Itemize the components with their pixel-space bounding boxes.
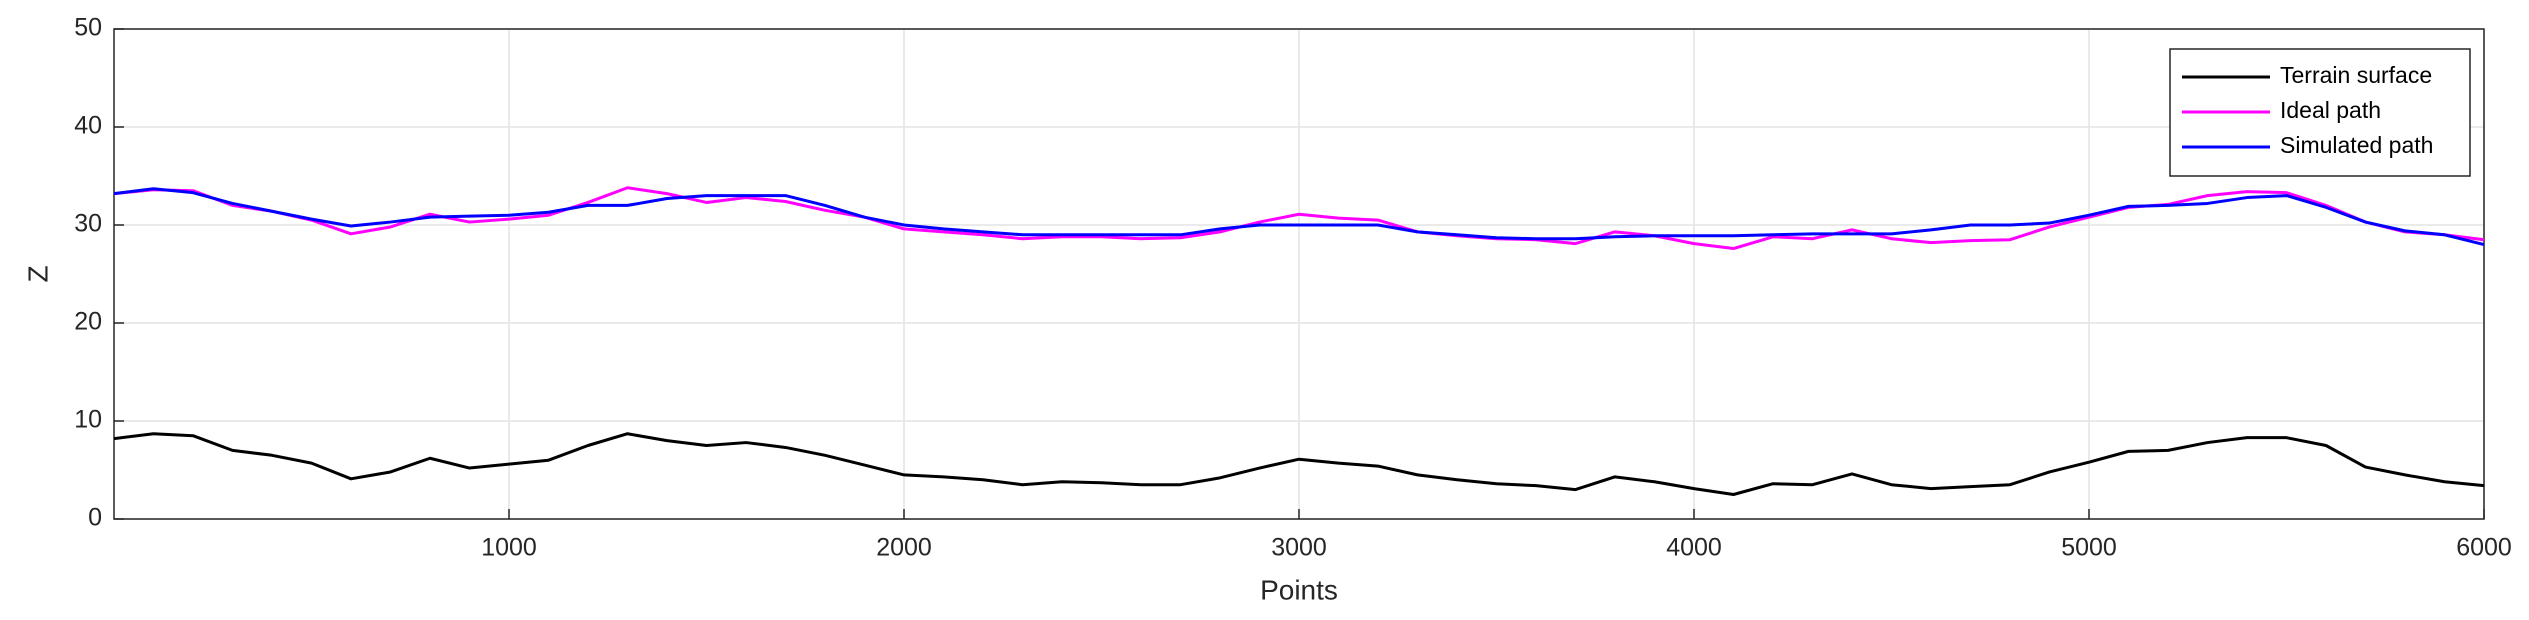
y-tick-label: 10 [74, 406, 102, 434]
legend-label: Ideal path [2280, 97, 2381, 123]
legend-label: Simulated path [2280, 132, 2433, 158]
y-tick-label: 50 [74, 14, 102, 42]
line-series [113, 187, 2485, 247]
y-tick-label: 20 [74, 308, 102, 336]
x-tick-label: 2000 [876, 534, 932, 562]
y-tick-label: 30 [74, 210, 102, 238]
y-axis-label: Z [22, 265, 53, 282]
x-tick-label: 5000 [2061, 534, 2117, 562]
x-tick-label: 4000 [1666, 534, 1722, 562]
x-tick-label: 6000 [2456, 534, 2512, 562]
legend-label: Terrain surface [2280, 62, 2432, 88]
y-tick-label: 40 [74, 112, 102, 140]
line-series [113, 432, 2485, 496]
y-tick-label: 0 [88, 504, 102, 532]
x-tick-label: 1000 [481, 534, 537, 562]
x-axis-label: Points [1260, 574, 1338, 605]
line-series [113, 186, 2485, 251]
x-tick-label: 3000 [1271, 534, 1327, 562]
axes-box [113, 28, 2485, 520]
